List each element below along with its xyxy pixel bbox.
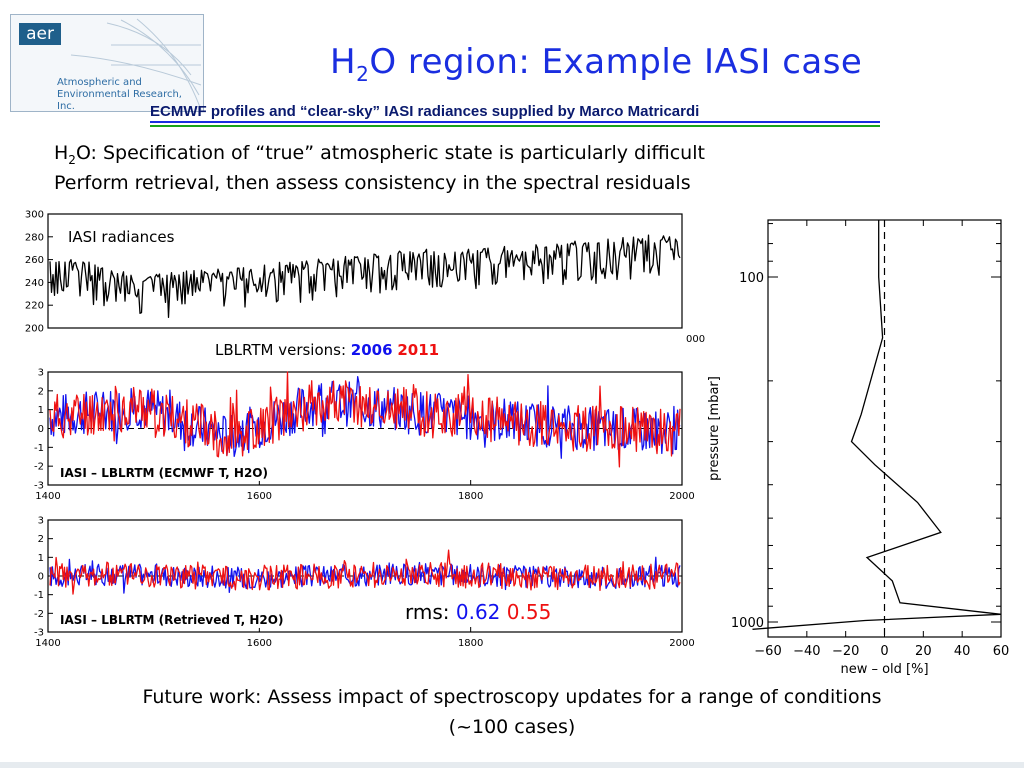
panel-label-bg bbox=[56, 463, 348, 481]
y-tick-label: 100 bbox=[739, 271, 764, 286]
future-work-note: Future work: Assess impact of spectrosco… bbox=[0, 682, 1024, 742]
y-tick-label: 200 bbox=[25, 324, 44, 335]
x-tick-label: −20 bbox=[832, 644, 859, 659]
x-tick-label: 1800 bbox=[458, 638, 483, 649]
logo-line1: Atmospheric and bbox=[57, 77, 142, 88]
panel-label-residuals: IASI – LBLRTM (Retrieved T, H2O) bbox=[60, 613, 283, 627]
series-line-2011 bbox=[49, 371, 681, 468]
rms-values: rms: 0.62 0.55 bbox=[405, 600, 551, 624]
x-tick-label: −60 bbox=[754, 644, 781, 659]
x-axis-label: new – old [%] bbox=[840, 662, 928, 677]
y-tick-label: 300 bbox=[25, 210, 44, 221]
logo-subtext: Atmospheric and Environmental Research, … bbox=[57, 77, 203, 112]
x-tick-label: 1400 bbox=[35, 491, 60, 502]
versions-label: LBLRTM versions: bbox=[215, 341, 347, 359]
y-tick-label: 220 bbox=[25, 301, 44, 312]
y-tick-label: 3 bbox=[38, 516, 44, 527]
slide-title: H2O region: Example IASI case bbox=[330, 42, 862, 86]
y-tick-label: -2 bbox=[34, 462, 44, 473]
version-2006: 2006 bbox=[350, 341, 393, 359]
slide-subtitle: ECMWF profiles and “clear-sky” IASI radi… bbox=[150, 103, 700, 120]
series-line-radiance bbox=[49, 234, 681, 318]
series-line-2011 bbox=[49, 549, 681, 595]
x-tick-label: 60 bbox=[993, 644, 1010, 659]
bottom-bar bbox=[0, 762, 1024, 768]
y-tick-label: 1 bbox=[38, 553, 44, 564]
footer-line1: Future work: Assess impact of spectrosco… bbox=[142, 686, 882, 708]
logo-globe bbox=[70, 18, 202, 111]
panel-label-bg bbox=[56, 610, 374, 628]
versions-caption: LBLRTM versions: 2006 2011 bbox=[215, 341, 439, 359]
panel-label-residuals: IASI – LBLRTM (ECMWF T, H2O) bbox=[60, 466, 268, 480]
x-tick-label: 20 bbox=[915, 644, 932, 659]
x-tick-label: 2000 bbox=[669, 491, 694, 502]
spectral-panel-1: 300 280 260 240 220 200 000 IASI radiances bbox=[25, 210, 705, 346]
rms-label: rms: bbox=[405, 600, 450, 624]
aer-logo: aer Atmospheric and Environmental Resear… bbox=[10, 14, 204, 112]
logo-mark: aer bbox=[19, 23, 61, 45]
y-tick-label: 260 bbox=[25, 255, 44, 266]
x-tick-label-partial: 000 bbox=[686, 334, 705, 345]
y-tick-label: -3 bbox=[34, 481, 44, 492]
y-tick-label: 3 bbox=[38, 368, 44, 379]
version-2011: 2011 bbox=[397, 341, 440, 359]
logo-line2: Environmental Research, Inc. bbox=[57, 89, 182, 112]
bullet1-prefix: H bbox=[54, 142, 69, 164]
title-suffix: O region: Example IASI case bbox=[369, 42, 863, 82]
x-tick-label: 1800 bbox=[458, 491, 483, 502]
title-prefix: H bbox=[330, 42, 357, 82]
footer-line2: (~100 cases) bbox=[448, 716, 576, 738]
x-tick-label: 2000 bbox=[669, 638, 694, 649]
profile-line bbox=[752, 220, 1002, 630]
x-tick-label: 0 bbox=[880, 644, 888, 659]
y-axis-label: pressure [mbar] bbox=[707, 376, 722, 481]
y-tick-label: 280 bbox=[25, 232, 44, 243]
series-line-2006 bbox=[49, 556, 681, 594]
y-tick-label: 2 bbox=[38, 386, 44, 397]
x-tick-label: 1600 bbox=[247, 638, 272, 649]
rms-2006: 0.62 bbox=[455, 600, 501, 624]
y-tick-label: -2 bbox=[34, 609, 44, 620]
bullet-line-1: H2O: Specification of “true” atmospheric… bbox=[54, 142, 705, 167]
x-tick-label: 1400 bbox=[35, 638, 60, 649]
title-rule-blue bbox=[150, 121, 880, 123]
y-tick-label: 0 bbox=[38, 424, 44, 435]
bullet1-suffix: O: Specification of “true” atmospheric s… bbox=[75, 142, 705, 164]
y-tick-label: -1 bbox=[34, 590, 44, 601]
title-rule-green bbox=[150, 125, 880, 127]
y-tick-label: 1 bbox=[38, 405, 44, 416]
y-tick-label: 1000 bbox=[731, 616, 764, 631]
panel-label-radiances: IASI radiances bbox=[68, 228, 175, 246]
rms-2011: 0.55 bbox=[506, 600, 552, 624]
x-tick-label: 1600 bbox=[247, 491, 272, 502]
y-tick-label: 2 bbox=[38, 534, 44, 545]
profile-panel: −60 −40 −20 0 20 40 60 100 1000 new – old [%] pres… bbox=[707, 219, 1010, 677]
y-tick-label: 0 bbox=[38, 572, 44, 583]
bullet1-subscript: 2 bbox=[68, 152, 76, 167]
x-tick-label: 40 bbox=[954, 644, 971, 659]
y-tick-label: -3 bbox=[34, 628, 44, 639]
bullet-line-2: Perform retrieval, then assess consisten… bbox=[54, 172, 691, 194]
y-tick-label: 240 bbox=[25, 278, 44, 289]
y-tick-label: -1 bbox=[34, 443, 44, 454]
x-tick-label: −40 bbox=[793, 644, 820, 659]
title-subscript: 2 bbox=[356, 61, 370, 86]
